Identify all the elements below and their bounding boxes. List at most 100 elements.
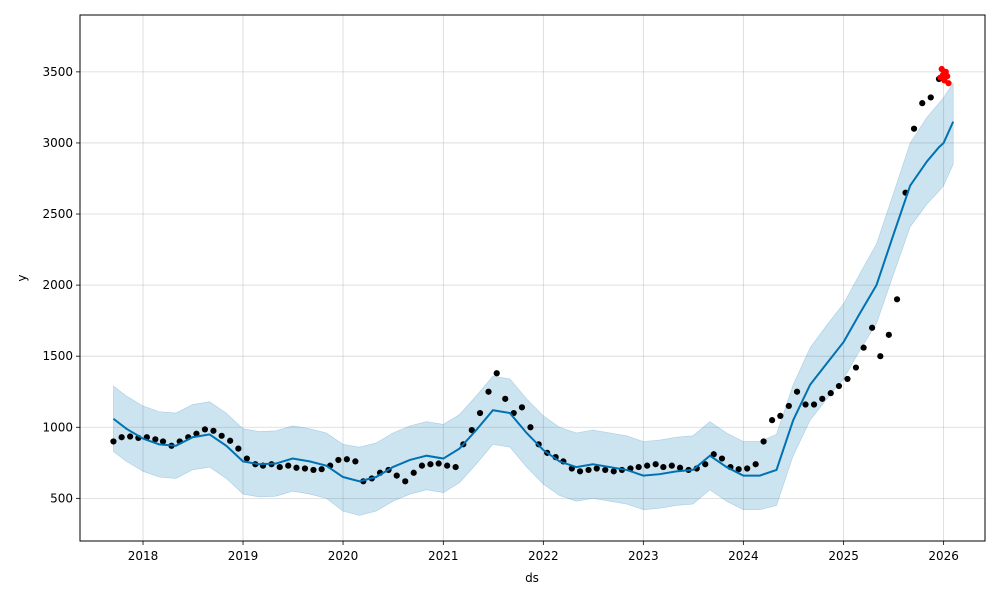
observed-point bbox=[752, 461, 759, 468]
observed-point bbox=[593, 465, 600, 472]
observed-point bbox=[476, 409, 484, 417]
observed-point bbox=[910, 125, 918, 132]
observed-point bbox=[852, 364, 860, 371]
forecast-line bbox=[112, 121, 955, 483]
x-tick-label: 2018 bbox=[128, 549, 159, 563]
observed-point bbox=[318, 466, 325, 473]
observed-point bbox=[201, 426, 209, 433]
x-tick-label: 2023 bbox=[628, 549, 659, 563]
observed-point bbox=[576, 468, 584, 475]
observed-point bbox=[485, 388, 492, 395]
observed-point bbox=[235, 445, 242, 452]
x-tick-label: 2024 bbox=[728, 549, 759, 563]
x-tick-label: 2021 bbox=[428, 549, 459, 563]
y-axis-label: y bbox=[15, 274, 29, 281]
observed-point bbox=[527, 424, 534, 431]
observed-point bbox=[777, 412, 784, 419]
observed-point bbox=[810, 401, 818, 408]
observed-point bbox=[893, 296, 901, 303]
x-tick-label: 2025 bbox=[828, 549, 859, 563]
x-tick-label: 2020 bbox=[328, 549, 359, 563]
x-tick-label: 2022 bbox=[528, 549, 559, 563]
observed-point bbox=[744, 465, 751, 472]
observed-point bbox=[502, 395, 509, 402]
observed-point bbox=[660, 463, 667, 471]
observed-point bbox=[718, 455, 726, 462]
recent-point bbox=[944, 73, 951, 80]
observed-point bbox=[919, 100, 926, 107]
observed-point bbox=[885, 331, 892, 338]
observed-point bbox=[819, 395, 826, 402]
x-axis-ticks: 2018 2019 2020 2021 2022 2023 2024 2025 2026 bbox=[128, 541, 959, 563]
x-axis-label: ds bbox=[525, 571, 539, 585]
observed-point bbox=[393, 472, 400, 479]
observed-point bbox=[610, 468, 617, 475]
x-tick-label: 2026 bbox=[928, 549, 959, 563]
observed-point bbox=[769, 417, 776, 424]
y-tick-label: 1000 bbox=[42, 420, 73, 434]
observed-point bbox=[210, 427, 217, 434]
observed-point bbox=[276, 463, 283, 471]
y-tick-label: 1500 bbox=[42, 349, 73, 363]
observed-point bbox=[435, 460, 442, 467]
observed-point bbox=[427, 461, 434, 468]
observed-point bbox=[676, 464, 684, 471]
y-tick-label: 2500 bbox=[42, 207, 73, 221]
y-tick-label: 3000 bbox=[42, 136, 73, 150]
observed-point bbox=[452, 463, 459, 471]
x-tick-label: 2019 bbox=[228, 549, 259, 563]
observed-point bbox=[410, 469, 417, 476]
y-tick-label: 3500 bbox=[42, 65, 73, 79]
observed-point bbox=[310, 466, 317, 474]
recent-point bbox=[945, 80, 952, 87]
observed-point bbox=[243, 455, 250, 462]
observed-point bbox=[152, 436, 159, 443]
uncertainty-band bbox=[113, 82, 954, 516]
observed-point bbox=[668, 462, 675, 469]
observed-point bbox=[335, 456, 342, 464]
y-tick-label: 2000 bbox=[42, 278, 73, 292]
observed-point bbox=[218, 432, 225, 439]
observed-point bbox=[418, 462, 426, 469]
observed-point bbox=[644, 462, 651, 469]
observed-point bbox=[227, 437, 234, 444]
observed-point bbox=[860, 344, 867, 351]
observed-point bbox=[602, 466, 609, 474]
observed-point bbox=[585, 466, 592, 474]
observed-point bbox=[844, 375, 851, 383]
observed-point bbox=[301, 465, 309, 472]
observed-point bbox=[710, 451, 717, 458]
observed-point bbox=[468, 427, 475, 434]
observed-point bbox=[652, 461, 659, 468]
observed-point bbox=[760, 438, 767, 445]
observed-point bbox=[343, 456, 350, 463]
observed-point bbox=[877, 353, 884, 360]
observed-point bbox=[159, 438, 167, 445]
axes-frame bbox=[79, 14, 986, 542]
observed-point bbox=[285, 462, 292, 469]
y-axis-ticks: 500 1000 1500 2000 2500 3000 3500 bbox=[42, 65, 80, 505]
observed-point bbox=[927, 94, 934, 101]
y-tick-label: 500 bbox=[50, 491, 73, 505]
observed-point bbox=[835, 382, 843, 390]
observed-point bbox=[352, 458, 359, 465]
observed-point bbox=[802, 401, 809, 408]
observed-point bbox=[110, 438, 117, 445]
observed-point bbox=[193, 430, 200, 437]
observed-point bbox=[127, 433, 134, 440]
observed-point bbox=[493, 370, 500, 377]
observed-point bbox=[402, 478, 409, 485]
observed-point bbox=[827, 390, 834, 397]
observed-point bbox=[293, 464, 300, 471]
observed-point bbox=[118, 434, 125, 441]
observed-point bbox=[735, 466, 742, 473]
observed-point bbox=[869, 324, 876, 331]
observed-point bbox=[785, 402, 792, 410]
observed-point bbox=[635, 463, 642, 471]
observed-point bbox=[793, 388, 801, 395]
observed-point bbox=[444, 462, 451, 469]
observed-point bbox=[518, 404, 526, 411]
plot-area bbox=[110, 65, 955, 516]
